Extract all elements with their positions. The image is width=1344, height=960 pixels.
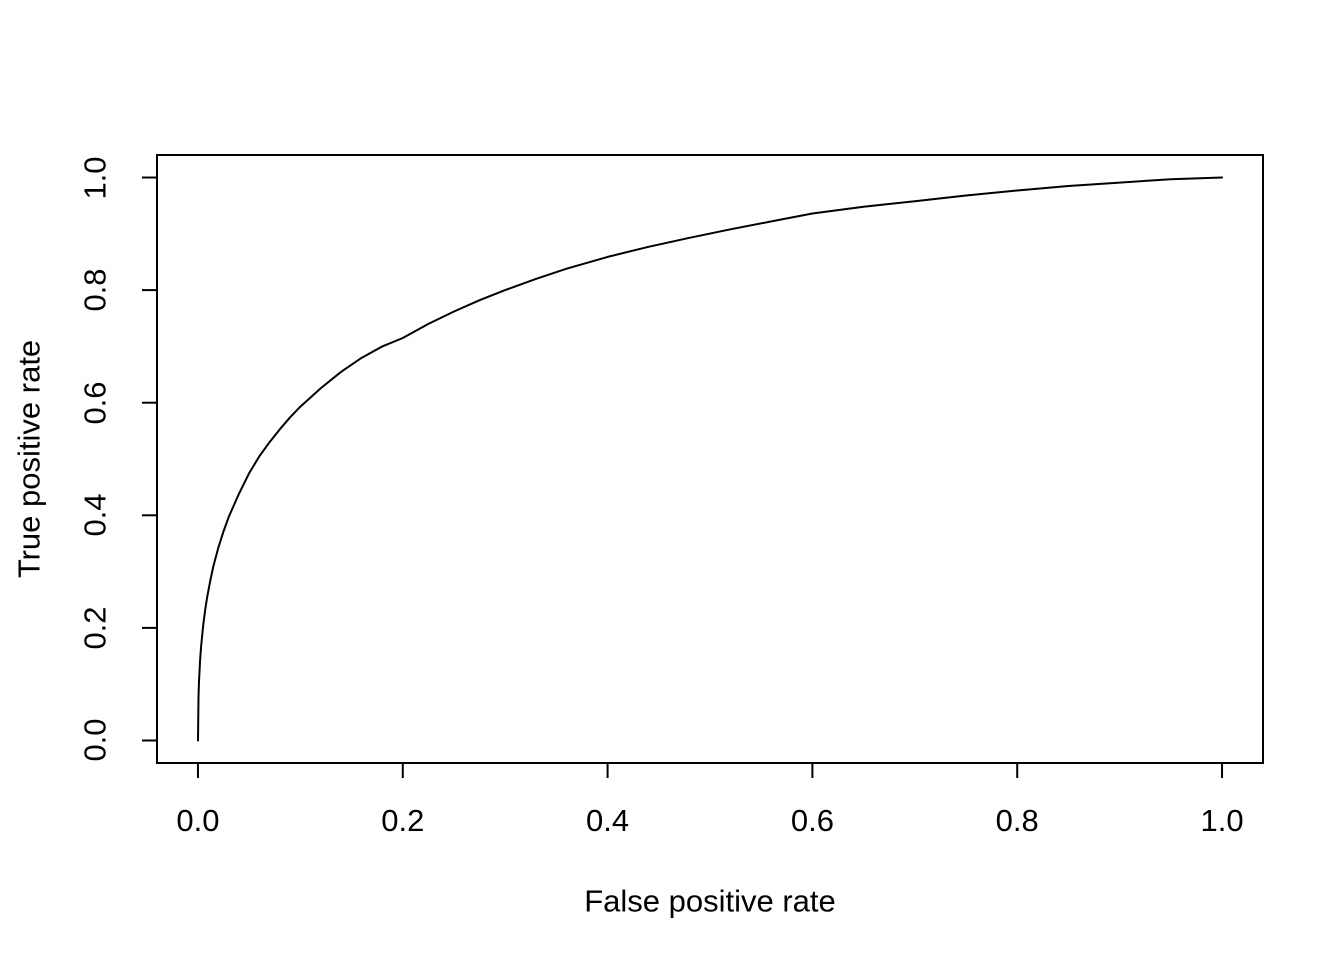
x-axis-tick-label: 0.6 xyxy=(790,803,834,838)
x-axis-tick-label: 0.0 xyxy=(176,803,220,838)
x-axis-tick-label: 0.2 xyxy=(381,803,425,838)
plot-border xyxy=(156,154,1264,764)
y-axis-title: True positive rate xyxy=(11,339,47,579)
y-axis-tick-label: 0.2 xyxy=(77,606,113,650)
y-axis-tick-label: 1.0 xyxy=(77,155,113,200)
x-axis-title: False positive rate xyxy=(584,883,836,919)
x-axis-tick-label: 0.8 xyxy=(995,803,1039,838)
x-axis-tick-label: 0.4 xyxy=(586,803,630,838)
x-axis-tick-label: 1.0 xyxy=(1200,803,1244,838)
roc-curve-line xyxy=(197,176,1223,742)
y-axis-tick-label: 0.4 xyxy=(77,493,113,537)
y-axis-tick-label: 0.0 xyxy=(77,718,113,763)
y-axis-tick-label: 0.8 xyxy=(77,268,113,312)
y-axis-tick-label: 0.6 xyxy=(77,381,113,425)
